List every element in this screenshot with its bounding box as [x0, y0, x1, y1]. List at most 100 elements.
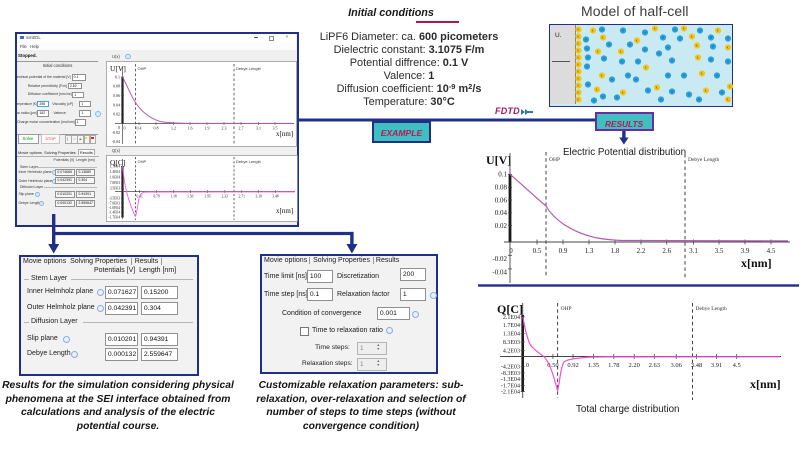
svg-text:K.: K. [577, 34, 580, 38]
svg-text:A: A [587, 55, 589, 59]
svg-text:-1.7E04: -1.7E04 [501, 384, 520, 390]
svg-text:4.5: 4.5 [767, 247, 776, 255]
svg-text:K.: K. [602, 35, 605, 39]
svg-text:OHP: OHP [549, 157, 560, 163]
svg-text:K.: K. [577, 83, 580, 87]
svg-text:0.06: 0.06 [495, 196, 508, 204]
svg-text:A: A [683, 73, 685, 77]
svg-text:0.08: 0.08 [495, 184, 508, 192]
svg-text:3.9: 3.9 [741, 247, 750, 255]
svg-text:A: A [671, 58, 673, 62]
svg-text:0.79: 0.79 [153, 195, 159, 199]
svg-text:A: A [611, 77, 613, 81]
svg-text:K.: K. [727, 45, 730, 49]
svg-text:0.04: 0.04 [113, 102, 120, 107]
svg-text:K.: K. [701, 71, 704, 75]
svg-text:A: A [593, 98, 595, 102]
svg-text:A: A [586, 64, 588, 68]
svg-text:-3.5E03: -3.5E03 [109, 197, 121, 201]
svg-text:0: 0 [509, 247, 513, 255]
svg-text:2.6: 2.6 [662, 247, 671, 255]
svg-text:A: A [602, 94, 604, 98]
svg-text:K.: K. [645, 65, 648, 69]
svg-text:K.: K. [717, 28, 720, 32]
svg-text:-1.0E04: -1.0E04 [109, 206, 121, 210]
svg-text:K.: K. [654, 26, 657, 30]
svg-text:Debye Length: Debye Length [236, 159, 261, 164]
svg-text:3.1: 3.1 [256, 126, 261, 131]
svg-text:0.5: 0.5 [533, 247, 542, 255]
svg-text:8.3E03: 8.3E03 [503, 340, 520, 346]
svg-text:-1.3E04: -1.3E04 [501, 377, 520, 383]
svg-text:-0.02: -0.02 [112, 130, 120, 135]
svg-text:K.: K. [577, 62, 580, 66]
svg-text:2.3: 2.3 [222, 126, 227, 131]
svg-text:0: 0 [526, 363, 529, 369]
svg-text:K.: K. [697, 55, 700, 59]
svg-text:K.: K. [622, 90, 625, 94]
svg-text:-8.3E03: -8.3E03 [501, 371, 520, 377]
svg-text:0: 0 [118, 125, 120, 130]
svg-text:Debye Length: Debye Length [696, 306, 728, 312]
svg-text:A: A [674, 27, 676, 31]
svg-text:OHP: OHP [138, 66, 147, 71]
svg-text:A: A [644, 47, 646, 51]
svg-text:-1.4E04: -1.4E04 [109, 211, 121, 215]
svg-text:Q[C]: Q[C] [110, 158, 125, 167]
svg-text:A: A [601, 27, 603, 31]
svg-text:3.10: 3.10 [256, 195, 262, 199]
svg-text:2.7: 2.7 [239, 126, 244, 131]
svg-text:A: A [644, 30, 646, 34]
svg-text:1.4E04: 1.4E04 [110, 170, 120, 174]
svg-text:3.1: 3.1 [689, 247, 698, 255]
svg-text:K.: K. [729, 84, 732, 88]
svg-text:A: A [727, 59, 729, 63]
svg-text:0.8: 0.8 [154, 126, 159, 131]
svg-text:A: A [637, 59, 639, 63]
svg-text:0.4: 0.4 [137, 126, 142, 131]
svg-text:K.: K. [577, 48, 580, 52]
svg-text:Debye Length: Debye Length [236, 66, 261, 71]
svg-text:0.9: 0.9 [559, 247, 568, 255]
svg-text:A: A [647, 88, 649, 92]
svg-text:K.: K. [636, 38, 639, 42]
svg-text:-0.04: -0.04 [112, 139, 120, 144]
svg-text:1.7E04: 1.7E04 [110, 165, 120, 169]
svg-text:A: A [671, 89, 673, 93]
svg-text:A: A [586, 46, 588, 50]
svg-text:OHP: OHP [561, 306, 572, 312]
svg-text:K.: K. [597, 49, 600, 53]
svg-text:K.: K. [577, 76, 580, 80]
svg-text:1.18: 1.18 [170, 195, 176, 199]
svg-text:0.04: 0.04 [495, 209, 508, 217]
svg-text:1.6: 1.6 [188, 126, 193, 131]
svg-text:1.35: 1.35 [588, 362, 599, 369]
svg-text:1.3: 1.3 [585, 247, 594, 255]
svg-text:A: A [658, 51, 660, 55]
svg-text:K.: K. [683, 26, 686, 30]
svg-text:A: A [662, 35, 664, 39]
svg-text:3.48: 3.48 [691, 362, 702, 369]
svg-text:A: A [629, 42, 631, 46]
svg-text:K.: K. [620, 49, 623, 53]
svg-text:1.8: 1.8 [611, 247, 620, 255]
svg-text:0.1: 0.1 [115, 74, 120, 79]
svg-text:1.56: 1.56 [187, 195, 193, 199]
svg-text:Q[C]: Q[C] [497, 302, 523, 316]
svg-text:K.: K. [705, 88, 708, 92]
svg-text:x[nm]: x[nm] [750, 377, 781, 391]
svg-text:2.33: 2.33 [222, 195, 228, 199]
svg-text:x[nm]: x[nm] [741, 256, 772, 270]
svg-text:A: A [635, 77, 637, 81]
svg-text:-1.7E04: -1.7E04 [109, 215, 121, 219]
svg-text:A: A [716, 73, 718, 77]
svg-text:A: A [688, 92, 690, 96]
svg-text:1.9: 1.9 [205, 126, 210, 131]
svg-text:A: A [660, 97, 662, 101]
svg-text:K.: K. [727, 97, 730, 101]
svg-text:A: A [603, 56, 605, 60]
svg-text:1.0E04: 1.0E04 [110, 176, 120, 180]
svg-text:K.: K. [596, 87, 599, 91]
svg-text:K.: K. [577, 55, 580, 59]
svg-text:-0.04: -0.04 [492, 269, 507, 277]
